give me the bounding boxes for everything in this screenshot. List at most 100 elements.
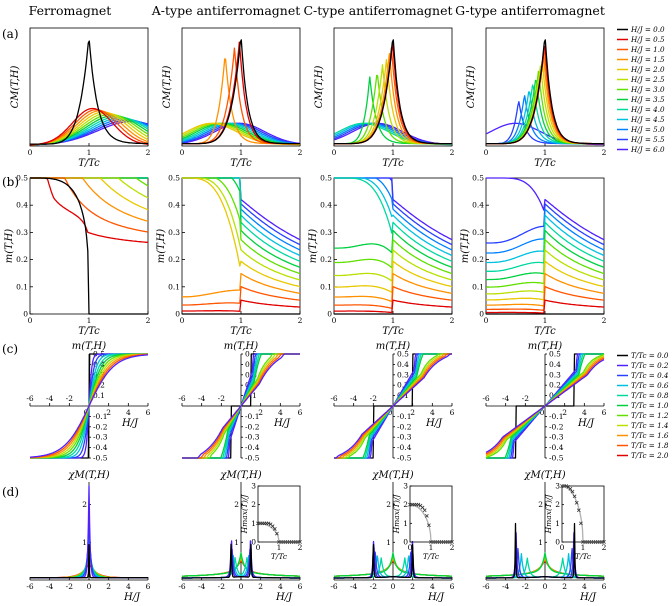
y-tick-label: -0.1 <box>245 412 259 421</box>
m-series-h10 <box>486 208 605 254</box>
legend-label-a: H/J = 5.5 <box>630 135 665 144</box>
y-tick-label: 1 <box>82 538 87 547</box>
y-axis-label-c: m(T,H) <box>376 341 410 352</box>
x-tick-label: -4 <box>198 582 206 591</box>
x-tick-label: -2 <box>370 394 378 403</box>
column-title-ferromagnet: Ferromagnet <box>29 3 112 18</box>
m-series-h11 <box>486 203 605 246</box>
x-axis-label-c: H/J <box>273 418 291 429</box>
m-series-h3 <box>182 272 301 298</box>
m-series-h6 <box>486 239 605 288</box>
m-series-h5 <box>182 177 301 281</box>
legend-label-a: H/J = 3.5 <box>630 95 665 104</box>
panel-label-d: (d) <box>2 485 19 499</box>
m-series-h4 <box>334 260 453 294</box>
x-tick-label: 4 <box>430 408 435 417</box>
y-tick-label: 0.3 <box>549 370 561 379</box>
inset-point <box>422 508 427 513</box>
y-tick-label: 0.4 <box>472 201 484 210</box>
x-axis-label-a: T/Tc <box>534 158 556 169</box>
inset-point <box>427 523 431 528</box>
inset-point <box>275 531 279 536</box>
x-axis-label-d: H/J <box>579 592 597 603</box>
x-tick-label: 0 <box>87 582 92 591</box>
m-series-h2 <box>182 285 301 306</box>
inset-frame <box>257 485 301 543</box>
inset-y-tick-label: 1 <box>403 519 408 528</box>
inset-point <box>416 502 421 507</box>
inset-point <box>420 505 425 510</box>
y-tick-label: 0.1 <box>320 282 332 291</box>
legend-label-a: H/J = 4.0 <box>630 105 665 114</box>
y-tick-label: 0.4 <box>16 201 28 210</box>
legend-label-c: T/Tc = 1.2 <box>631 411 669 420</box>
x-tick-label: 2 <box>146 316 151 325</box>
y-tick-label: -0.5 <box>549 454 564 463</box>
inset-point <box>564 484 569 488</box>
x-axis-label-a: T/Tc <box>230 158 252 169</box>
y-tick-label: 1 <box>538 538 543 547</box>
inset-x-tick-label: 0 <box>560 543 565 552</box>
y-tick-label: 2 <box>234 500 239 509</box>
y-tick-label: 0.5 <box>168 174 180 183</box>
y-axis-label-c: m(T,H) <box>528 341 562 352</box>
x-tick-label: -2 <box>66 582 74 591</box>
y-tick-label: 0 <box>175 310 180 319</box>
x-tick-label: 0 <box>180 316 185 325</box>
inset-point <box>572 494 577 499</box>
x-tick-label: 1 <box>239 316 244 325</box>
y-tick-label: 0.2 <box>320 255 332 264</box>
x-tick-label: 4 <box>278 582 283 591</box>
legend-label-a: H/J = 4.5 <box>630 115 665 124</box>
cm-series-h1 <box>30 107 149 146</box>
mh-series-t10 <box>485 359 605 453</box>
x-tick-label: -6 <box>178 394 186 403</box>
x-axis-label-d: H/J <box>275 592 293 603</box>
x-tick-label: 0 <box>28 148 33 157</box>
y-axis-label-d: χM(T,H) <box>67 470 109 481</box>
m-series-h4 <box>486 260 605 301</box>
legend-label-c: T/Tc = 0.8 <box>631 391 669 400</box>
panel-label-c: (c) <box>2 342 18 356</box>
x-tick-label: 0 <box>484 316 489 325</box>
inset-point <box>272 527 277 531</box>
y-tick-label: 0.2 <box>549 381 561 390</box>
inset-x-label: T/Tc <box>575 552 592 561</box>
m-series-h8 <box>334 177 453 262</box>
m-series-h5 <box>486 249 605 295</box>
inset-point <box>424 513 429 518</box>
x-tick-label: 4 <box>126 408 131 417</box>
cm-series-h0 <box>334 39 452 145</box>
y-tick-label: 0 <box>327 310 332 319</box>
x-tick-label: 6 <box>602 582 607 591</box>
m-series-h1 <box>334 299 453 314</box>
legend-label-c: T/Tc = 2.0 <box>631 451 669 460</box>
y-tick-label: 0.2 <box>168 255 180 264</box>
y-tick-label: 2 <box>386 500 391 509</box>
x-tick-label: 0 <box>543 582 548 591</box>
x-tick-label: 6 <box>146 408 151 417</box>
x-tick-label: 4 <box>126 582 131 591</box>
inset-theory-line <box>257 522 300 543</box>
y-axis-label-a: CM(T,H) <box>314 66 325 109</box>
y-tick-label: 0.2 <box>16 255 28 264</box>
x-axis-label-d: H/J <box>427 592 445 603</box>
x-tick-label: -4 <box>198 394 206 403</box>
y-tick-label: 0.2 <box>472 255 484 264</box>
y-tick-label: -0.3 <box>245 433 260 442</box>
legend-label-c: T/Tc = 0.6 <box>631 381 669 390</box>
legend-label-a: H/J = 6.0 <box>630 145 665 154</box>
x-tick-label: 6 <box>450 408 455 417</box>
inset-y-label: Hmax(T)/J <box>544 494 553 535</box>
x-axis-label-a: T/Tc <box>382 158 404 169</box>
inset-point <box>270 524 275 529</box>
inset-y-tick-label: 3 <box>555 482 560 491</box>
y-tick-label: 0 <box>23 310 28 319</box>
y-axis-label-d: χM(T,H) <box>371 470 413 481</box>
inset-y-tick-label: 2 <box>251 500 256 509</box>
chi-series-t5 <box>181 552 301 577</box>
y-tick-label: -0.1 <box>397 412 411 421</box>
m-series-h4 <box>30 177 149 211</box>
inset-x-tick-label: 0 <box>256 543 261 552</box>
y-tick-label: -0.2 <box>549 422 564 431</box>
